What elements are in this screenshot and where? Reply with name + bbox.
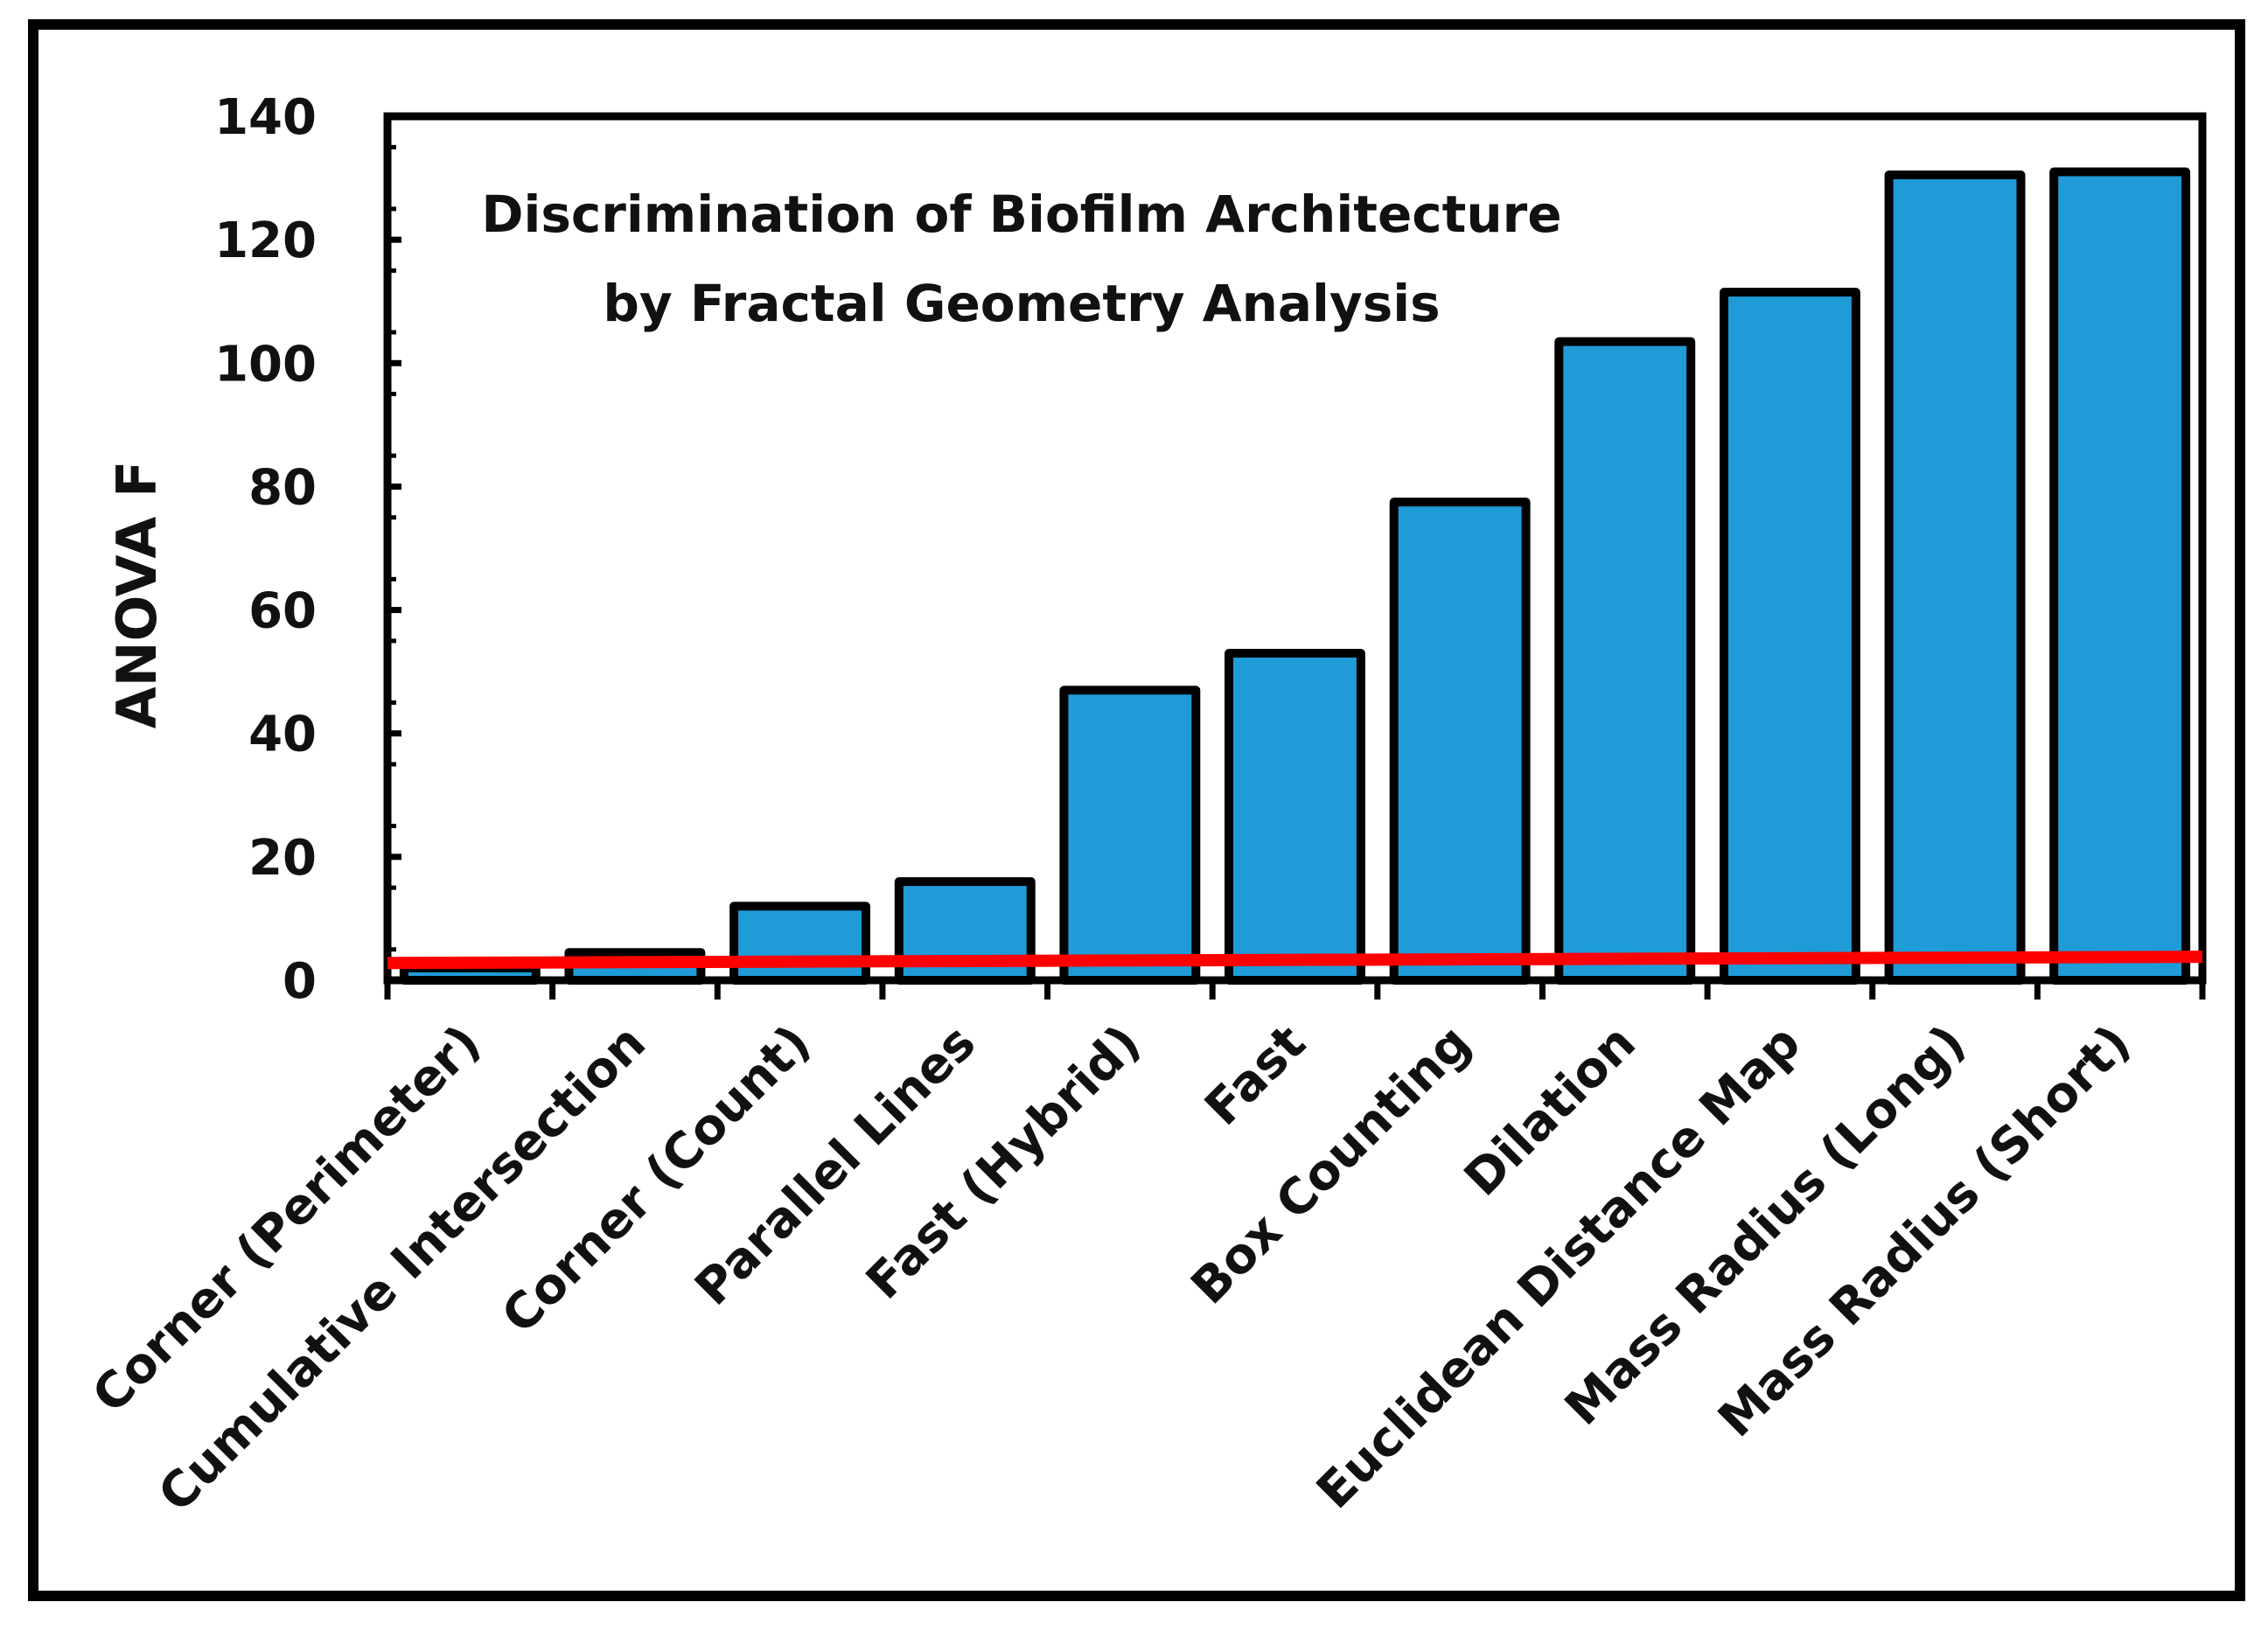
bar-0 <box>399 963 541 986</box>
bar-10 <box>2049 167 2191 985</box>
y-tick-label: 60 <box>248 583 317 640</box>
y-axis-label: ANOVA F <box>105 461 169 729</box>
bar-7 <box>1554 337 1696 986</box>
y-axis: 0 20 40 60 80 100 120 140 <box>214 89 401 1010</box>
bar-8 <box>1720 288 1860 986</box>
y-tick-label: 120 <box>214 212 317 269</box>
bar-5 <box>1225 649 1365 985</box>
bar-9 <box>1884 171 2026 985</box>
bar-6 <box>1389 498 1531 985</box>
y-tick-label: 140 <box>214 89 317 146</box>
bar-4 <box>1059 686 1201 985</box>
bars-group <box>399 167 2191 986</box>
reference-line <box>387 951 2203 970</box>
y-tick-label: 80 <box>248 459 317 516</box>
chart-title-line-1: Discrimination of Biofilm Architecture <box>481 185 1561 244</box>
y-tick-label: 40 <box>248 707 317 763</box>
y-tick-label: 0 <box>283 953 317 1010</box>
y-tick-label: 20 <box>248 830 317 887</box>
y-tick-label: 100 <box>214 336 317 393</box>
bar-2 <box>729 902 870 986</box>
chart-title-line-2: by Fractal Geometry Analysis <box>603 274 1440 333</box>
